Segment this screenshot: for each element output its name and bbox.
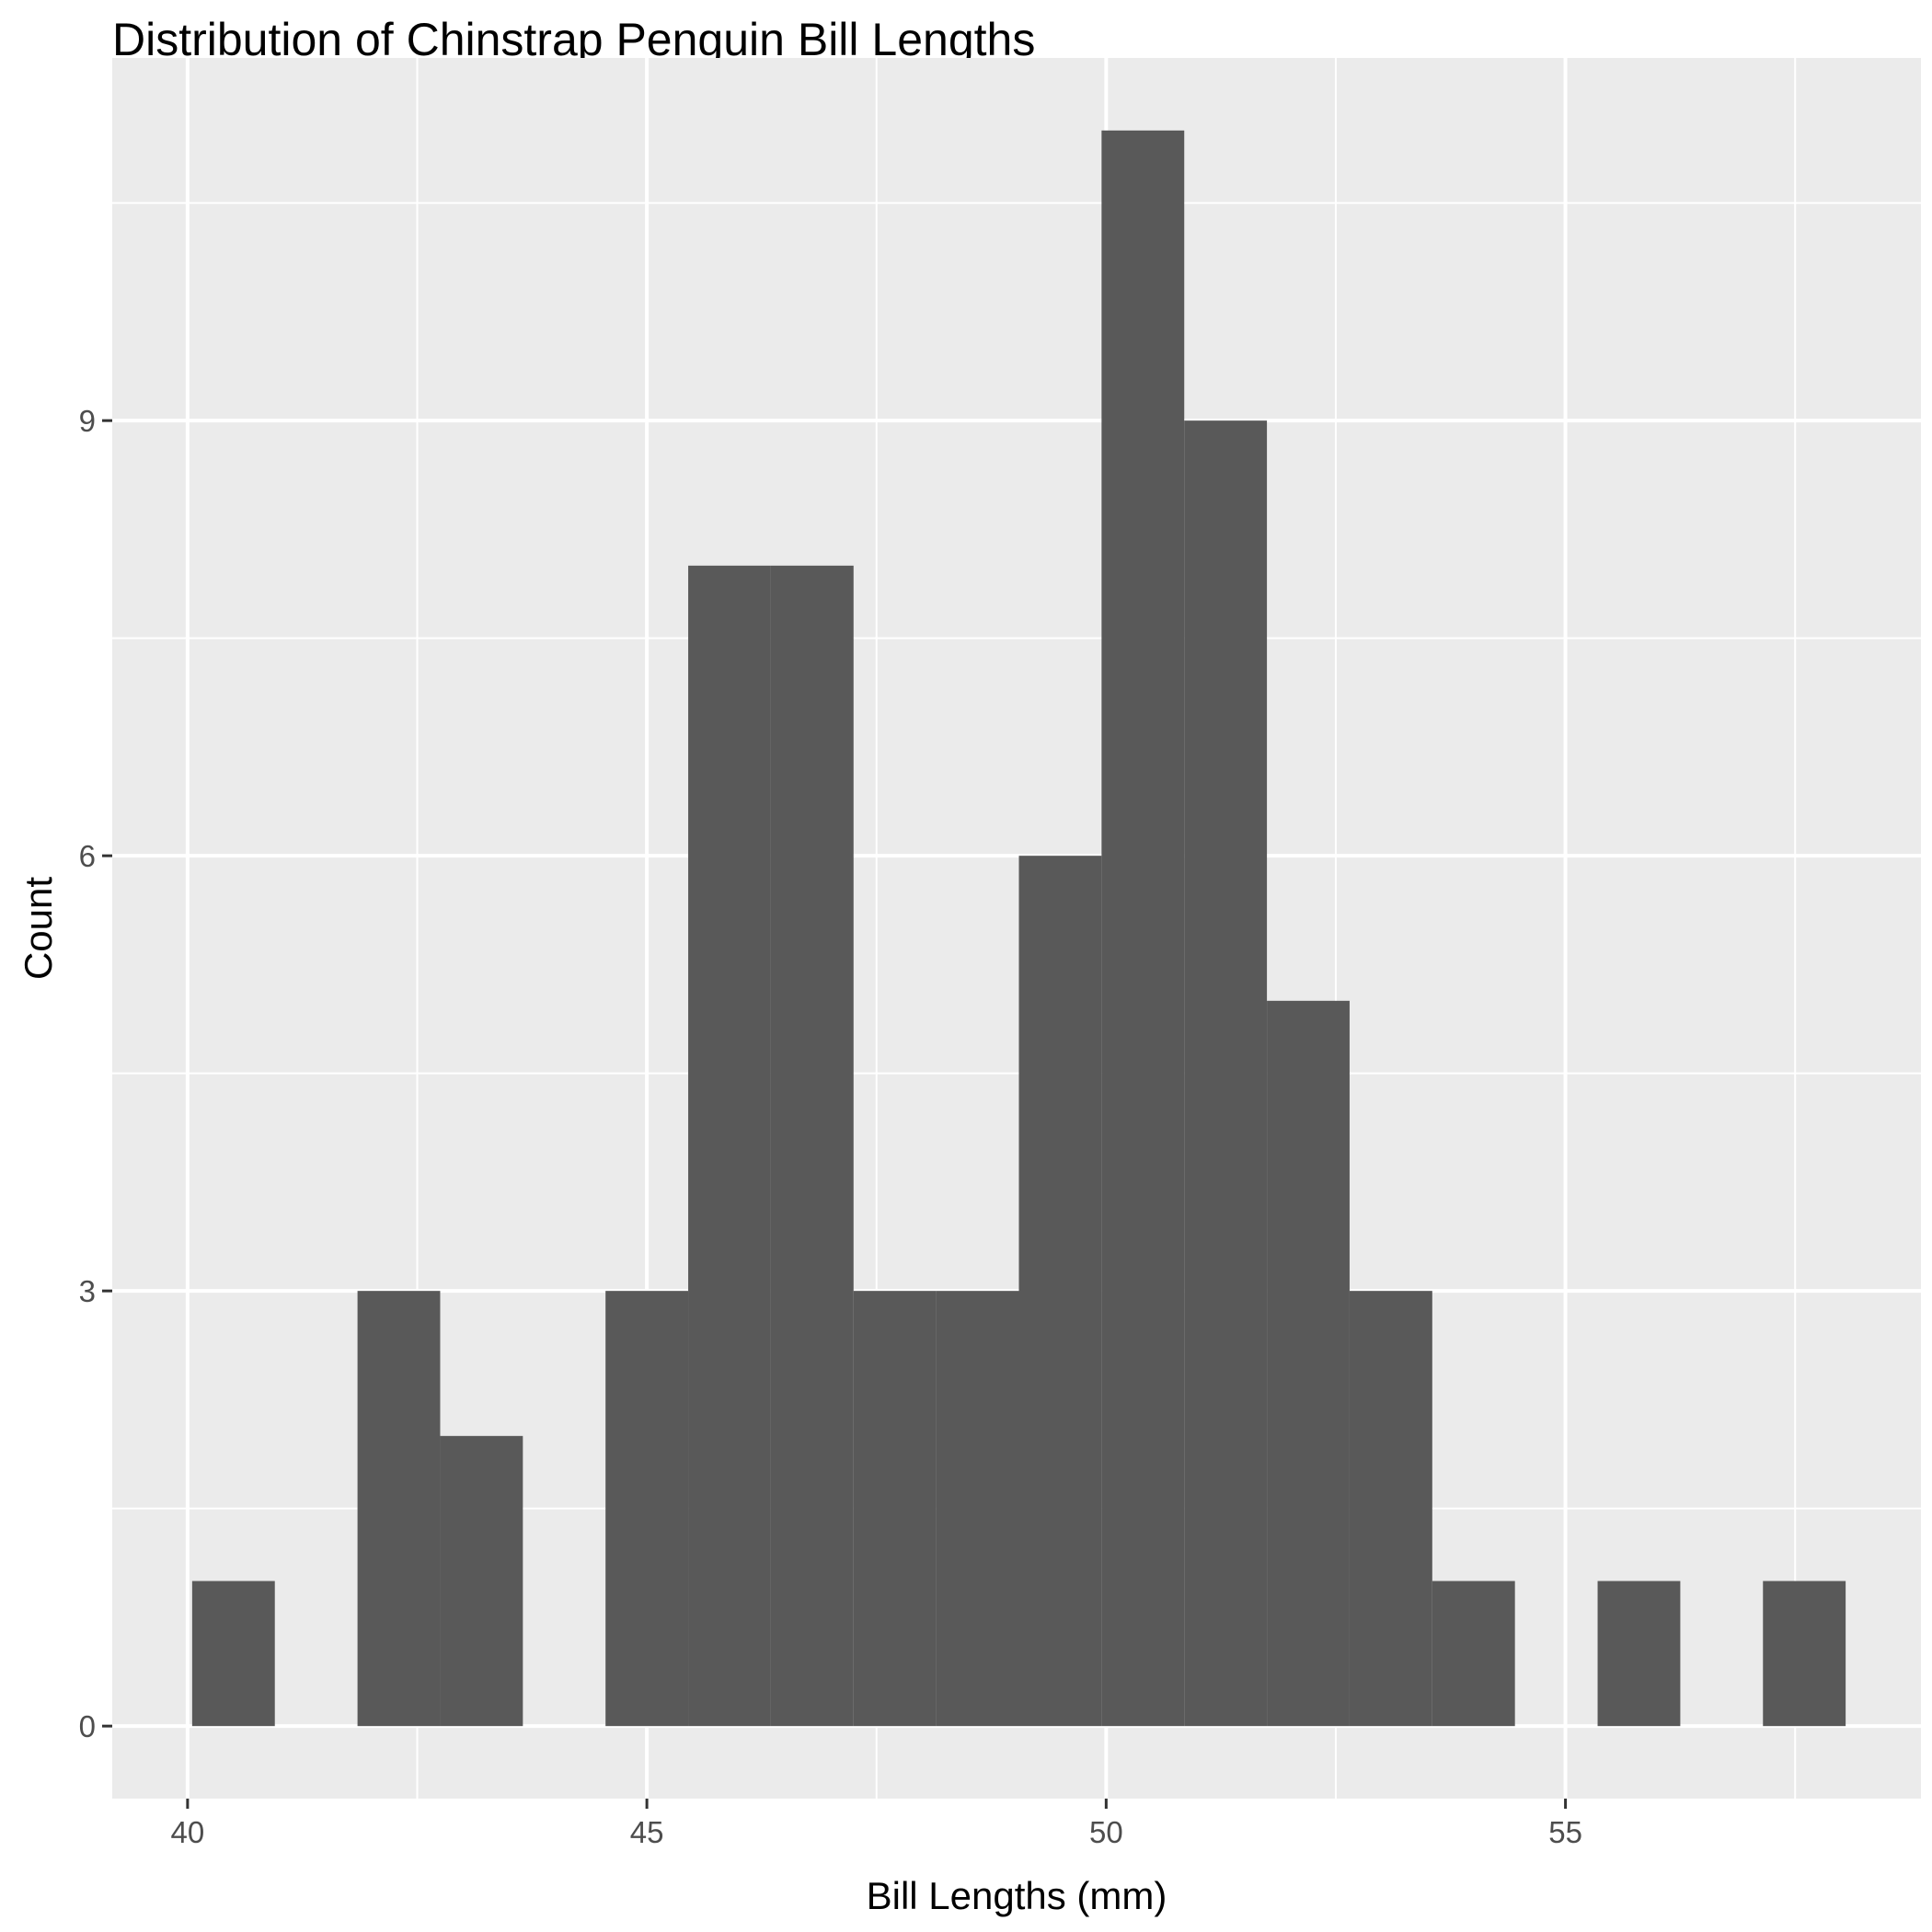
histogram-bar [1597, 1581, 1681, 1727]
histogram-bar [605, 1291, 689, 1727]
histogram-bar [1267, 1000, 1350, 1727]
y-axis-title: Count [17, 877, 60, 980]
histogram-bar [770, 565, 854, 1727]
x-tick-label: 50 [1089, 1815, 1123, 1849]
y-axis: 0 3 6 9 [79, 404, 112, 1743]
x-tick-label: 40 [171, 1815, 205, 1849]
x-tick-label: 45 [630, 1815, 664, 1849]
histogram-bar [1184, 420, 1268, 1727]
histogram-bar [1349, 1291, 1432, 1727]
y-tick-label: 3 [79, 1274, 96, 1308]
histogram-bar [1101, 130, 1185, 1727]
histogram-bar [853, 1291, 937, 1727]
histogram-bar [191, 1581, 275, 1727]
histogram-bar [357, 1291, 441, 1727]
histogram-bar [440, 1435, 523, 1727]
chart-title: Distribution of Chinstrap Penguin Bill L… [112, 14, 1035, 65]
minor-gridlines [112, 58, 1921, 1799]
histogram-bar [1432, 1581, 1515, 1727]
histogram-bar [936, 1291, 1019, 1727]
histogram-bar [1763, 1581, 1846, 1727]
x-axis: 40 45 50 55 [171, 1799, 1582, 1849]
histogram-bar [688, 565, 771, 1727]
y-tick-label: 0 [79, 1709, 96, 1743]
x-axis-title: Bill Lengths (mm) [867, 1874, 1167, 1917]
histogram-bars [191, 130, 1846, 1727]
y-tick-label: 6 [79, 839, 96, 873]
histogram-bar [1018, 856, 1102, 1727]
y-tick-label: 9 [79, 404, 96, 438]
x-tick-label: 55 [1548, 1815, 1582, 1849]
